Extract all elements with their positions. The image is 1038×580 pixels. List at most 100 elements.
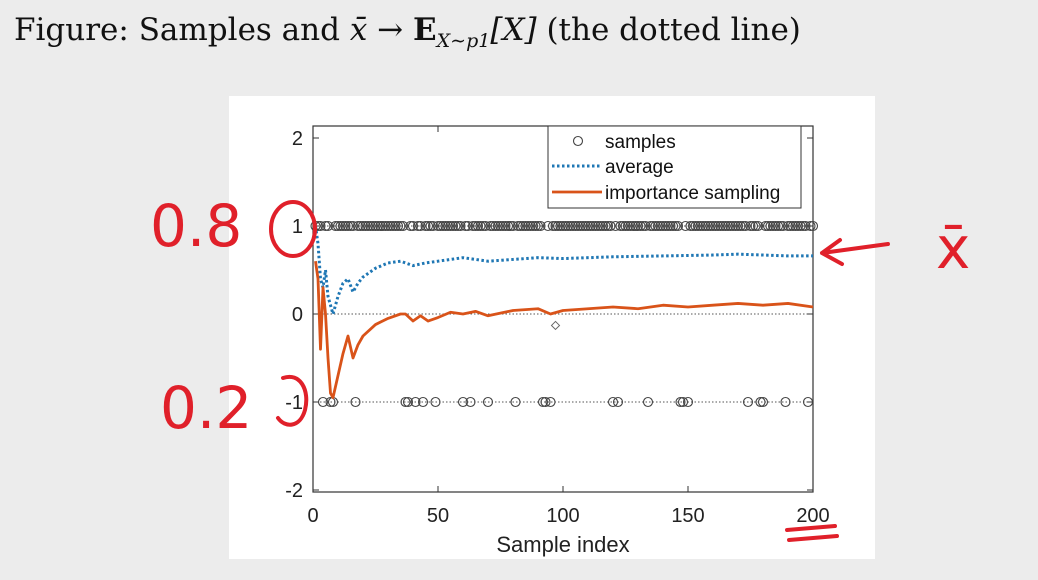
sample-point — [365, 220, 376, 232]
importance-series — [314, 261, 814, 400]
legend: samples average importance sampling — [547, 125, 802, 209]
sample-point — [605, 220, 616, 232]
sample-point — [675, 396, 686, 408]
sample-point — [775, 220, 786, 232]
sample-point — [547, 220, 559, 232]
sample-point — [445, 220, 456, 232]
sample-point — [647, 220, 659, 232]
sample-point — [330, 220, 341, 232]
sample-point — [475, 220, 486, 232]
sample-point — [487, 220, 499, 232]
sample-point — [512, 220, 524, 232]
sample-point — [725, 220, 736, 232]
sample-point — [467, 220, 479, 232]
sample-point — [620, 220, 631, 232]
sample-point — [465, 396, 476, 408]
title-arrow: → — [367, 12, 413, 48]
sample-point — [452, 220, 464, 232]
sample-point — [345, 220, 356, 232]
sample-point — [730, 220, 741, 232]
sample-point — [805, 220, 816, 232]
sample-point — [457, 396, 469, 408]
sample-point — [765, 220, 776, 232]
sample-point — [750, 220, 761, 232]
sample-point — [710, 220, 721, 232]
sample-point — [582, 220, 594, 232]
sample-point — [395, 220, 406, 232]
sample-point — [742, 396, 754, 408]
sample-point — [645, 220, 656, 232]
sample-point — [717, 220, 729, 232]
sample-point — [727, 220, 739, 232]
sample-point — [527, 220, 539, 232]
sample-point — [552, 220, 564, 232]
title-subscript: X∼p1 — [436, 30, 491, 53]
average-line — [314, 225, 813, 316]
sample-point — [655, 220, 666, 232]
sample-point — [767, 220, 779, 232]
sample-point — [692, 220, 704, 232]
sample-point — [697, 220, 709, 232]
sample-point — [525, 220, 536, 232]
sample-point — [522, 220, 534, 232]
sample-point — [617, 220, 629, 232]
sample-point — [355, 220, 366, 232]
sample-point — [320, 220, 331, 232]
sample-point — [635, 220, 646, 232]
sample-point — [802, 396, 814, 408]
sample-point — [757, 396, 769, 408]
sample-point — [682, 396, 694, 408]
sample-point — [550, 220, 561, 232]
sample-point — [737, 220, 749, 232]
sample-point — [640, 220, 651, 232]
sample-point — [745, 220, 756, 232]
sample-point — [705, 220, 716, 232]
sample-point — [795, 220, 806, 232]
sample-point — [715, 220, 726, 232]
sample-point — [435, 220, 446, 232]
sample-point — [670, 220, 681, 232]
y-tick-label: 2 — [292, 128, 303, 150]
sample-point — [565, 220, 576, 232]
sample-point — [397, 220, 409, 232]
annotation-underline — [785, 524, 839, 542]
x-tick-label: 50 — [427, 505, 449, 527]
x-axis-label: Sample index — [496, 532, 629, 557]
sample-point — [612, 396, 624, 408]
sample-point — [410, 396, 421, 408]
sample-point — [517, 220, 529, 232]
sample-point — [540, 396, 551, 408]
sample-point — [377, 220, 389, 232]
sample-point — [510, 396, 521, 408]
sample-point — [562, 220, 574, 232]
sample-point — [317, 396, 329, 408]
sample-point — [642, 396, 654, 408]
sample-point — [497, 220, 509, 232]
title-prefix: Figure: Samples and — [14, 12, 350, 48]
legend-label: samples — [605, 132, 676, 153]
average-series — [314, 225, 813, 316]
legend-label: average — [605, 157, 674, 178]
sample-point — [672, 220, 684, 232]
sample-point — [480, 220, 491, 232]
sample-point — [570, 220, 581, 232]
sample-point — [462, 220, 474, 232]
sample-point — [577, 220, 589, 232]
legend-label: importance sampling — [605, 183, 780, 204]
y-tick-label: 0 — [292, 304, 303, 326]
sample-point — [555, 220, 566, 232]
sample-point — [440, 220, 451, 232]
sample-point — [515, 220, 526, 232]
sample-point — [387, 220, 399, 232]
sample-point — [427, 220, 439, 232]
outlier-marker — [550, 320, 561, 331]
sample-point — [622, 220, 634, 232]
sample-point — [762, 220, 774, 232]
sample-point — [455, 220, 466, 232]
legend-marker-samples — [572, 135, 584, 147]
sample-point — [792, 220, 804, 232]
sample-point — [357, 220, 369, 232]
sample-point — [380, 220, 391, 232]
sample-point — [575, 220, 586, 232]
sample-point — [680, 220, 691, 232]
